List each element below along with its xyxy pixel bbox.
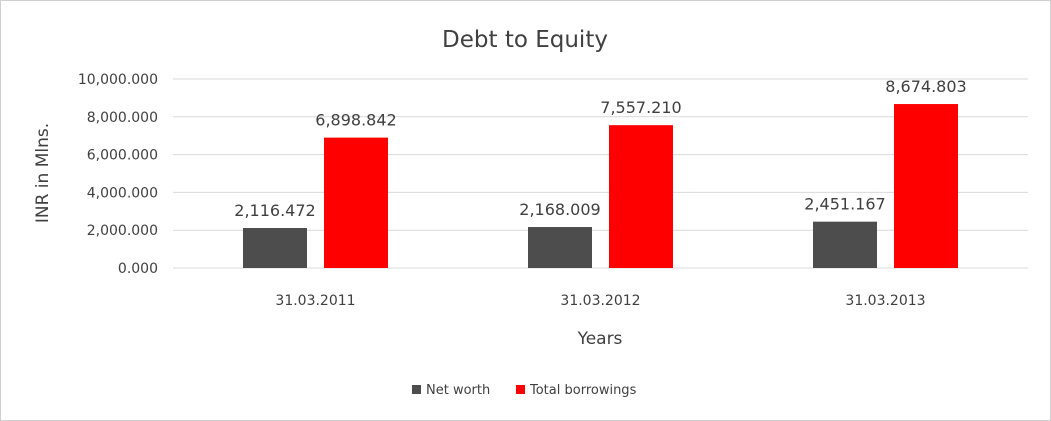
x-category-label: 31.03.2012: [560, 293, 640, 309]
bar-net-worth: [813, 221, 877, 268]
data-label: 8,674.803: [885, 77, 966, 96]
x-axis-title: Years: [577, 329, 623, 349]
bars: [243, 104, 958, 268]
bar-total-borrowings: [609, 125, 673, 268]
bar-net-worth: [528, 227, 592, 268]
data-label: 7,557.210: [600, 98, 681, 117]
y-tick-label: 6,000.000: [87, 148, 158, 164]
y-tick-label: 8,000.000: [87, 110, 158, 126]
y-tick-label: 0.000: [118, 261, 158, 277]
data-label: 2,116.472: [234, 201, 315, 220]
legend: Net worth Total borrowings: [412, 383, 637, 398]
y-axis-title: INR in Mlns.: [33, 123, 53, 223]
y-tick-label: 2,000.000: [87, 223, 158, 239]
y-tick-label: 4,000.000: [87, 185, 158, 201]
gridlines: [173, 78, 1028, 269]
data-label: 2,168.009: [519, 200, 600, 219]
legend-label: Total borrowings: [529, 383, 637, 398]
data-label: 6,898.842: [315, 111, 396, 130]
data-labels: 2,116.472 6,898.842 2,168.009 7,557.210 2,45…: [234, 77, 966, 220]
bar-total-borrowings: [324, 137, 388, 268]
bar-net-worth: [243, 227, 307, 268]
legend-swatch: [516, 385, 525, 394]
legend-label: Net worth: [426, 383, 490, 398]
y-tick-label: 10,000.000: [78, 72, 158, 88]
x-axis-categories: 31.03.2011 31.03.2012 31.03.2013: [275, 293, 925, 309]
chart-title: Debt to Equity: [442, 27, 608, 53]
y-axis-ticks: 0.000 2,000.000 4,000.000 6,000.000 8,000.00…: [78, 72, 158, 277]
x-category-label: 31.03.2011: [275, 293, 355, 309]
legend-swatch: [412, 385, 421, 394]
data-label: 2,451.167: [804, 195, 885, 214]
bar-total-borrowings: [894, 104, 958, 268]
x-category-label: 31.03.2013: [845, 293, 925, 309]
